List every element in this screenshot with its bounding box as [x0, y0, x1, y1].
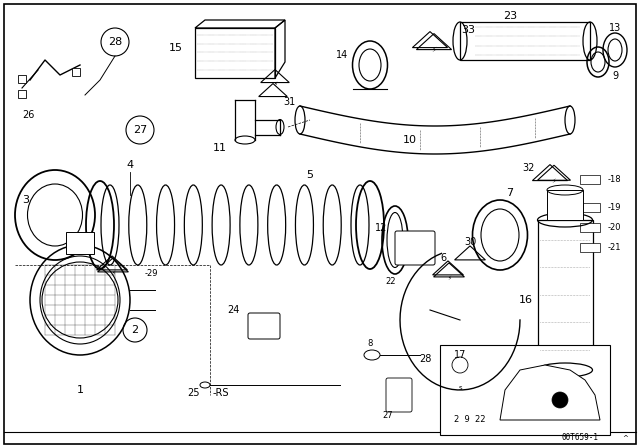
Text: -29: -29: [145, 268, 159, 277]
Text: 3: 3: [22, 195, 29, 205]
FancyBboxPatch shape: [395, 231, 435, 265]
Text: 28: 28: [420, 354, 432, 364]
Text: 1: 1: [77, 385, 83, 395]
Circle shape: [552, 392, 568, 408]
Text: 8: 8: [367, 339, 372, 348]
Text: 33: 33: [461, 25, 475, 35]
Text: 25: 25: [188, 388, 200, 398]
Text: -19: -19: [608, 203, 621, 212]
Polygon shape: [500, 365, 600, 420]
Text: 16: 16: [519, 295, 533, 305]
Text: 15: 15: [169, 43, 183, 53]
Text: 5: 5: [307, 170, 314, 180]
Bar: [18, 75, 26, 83]
Text: 7: 7: [506, 188, 513, 198]
Text: 11: 11: [213, 143, 227, 153]
Text: 2: 2: [131, 325, 139, 335]
Text: ⚡: ⚡: [552, 178, 556, 184]
Text: -20: -20: [608, 224, 621, 233]
Bar: [18, 90, 26, 98]
Text: ⚡: ⚡: [447, 276, 451, 280]
Text: 32: 32: [523, 163, 535, 173]
Text: 26: 26: [22, 110, 34, 120]
Bar: [580, 175, 600, 184]
Bar: [538, 220, 593, 370]
Bar: [580, 243, 600, 252]
Bar: [195, 28, 275, 78]
Text: 12: 12: [374, 223, 387, 233]
Text: ^: ^: [622, 435, 628, 441]
Text: ⚡: ⚡: [431, 47, 436, 53]
Bar: [66, 232, 94, 254]
Text: 27: 27: [383, 410, 394, 419]
Text: 28: 28: [108, 37, 122, 47]
Text: ⚡: ⚡: [273, 82, 277, 86]
Text: 00T659-1: 00T659-1: [561, 434, 598, 443]
Bar: [440, 345, 610, 435]
Text: 30: 30: [464, 237, 476, 247]
Text: s: s: [458, 385, 462, 391]
Text: 4: 4: [127, 160, 134, 170]
Text: 24: 24: [228, 305, 240, 315]
Text: -18: -18: [608, 176, 621, 185]
Text: 22: 22: [386, 277, 396, 287]
FancyBboxPatch shape: [248, 313, 280, 339]
Bar: [547, 190, 583, 220]
Text: 27: 27: [133, 125, 147, 135]
Text: 31: 31: [283, 97, 295, 107]
Text: 10: 10: [403, 135, 417, 145]
Text: 13: 13: [609, 23, 621, 33]
Text: -21: -21: [608, 244, 621, 253]
Text: 23: 23: [503, 11, 517, 21]
Bar: [460, 22, 590, 60]
Text: 9: 9: [612, 71, 618, 81]
Text: 2  9  22: 2 9 22: [454, 415, 486, 425]
Text: 6: 6: [440, 253, 446, 263]
Bar: [72, 68, 80, 76]
Bar: [580, 223, 600, 232]
Text: ⚡: ⚡: [111, 271, 115, 276]
Text: -RS: -RS: [213, 388, 230, 398]
FancyBboxPatch shape: [386, 378, 412, 412]
Text: 17: 17: [454, 350, 466, 360]
Bar: [580, 203, 600, 212]
Text: 14: 14: [336, 50, 348, 60]
